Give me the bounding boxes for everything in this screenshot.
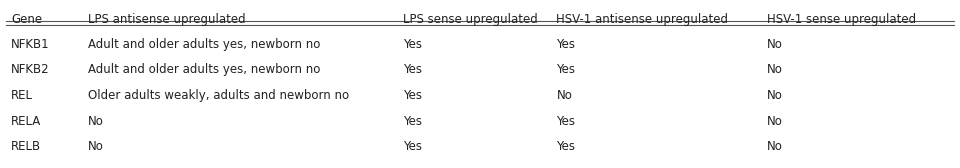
Text: No: No xyxy=(87,140,104,153)
Text: No: No xyxy=(767,115,782,128)
Text: Adult and older adults yes, newborn no: Adult and older adults yes, newborn no xyxy=(87,38,320,51)
Text: No: No xyxy=(87,115,104,128)
Text: No: No xyxy=(767,89,782,102)
Text: HSV-1 antisense upregulated: HSV-1 antisense upregulated xyxy=(557,13,729,26)
Text: No: No xyxy=(557,89,572,102)
Text: Yes: Yes xyxy=(557,63,575,76)
Text: LPS antisense upregulated: LPS antisense upregulated xyxy=(87,13,245,26)
Text: Yes: Yes xyxy=(557,140,575,153)
Text: RELA: RELA xyxy=(11,115,41,128)
Text: Yes: Yes xyxy=(403,63,422,76)
Text: No: No xyxy=(767,63,782,76)
Text: Yes: Yes xyxy=(557,115,575,128)
Text: Older adults weakly, adults and newborn no: Older adults weakly, adults and newborn … xyxy=(87,89,348,102)
Text: NFKB1: NFKB1 xyxy=(11,38,50,51)
Text: No: No xyxy=(767,38,782,51)
Text: Gene: Gene xyxy=(11,13,42,26)
Text: Adult and older adults yes, newborn no: Adult and older adults yes, newborn no xyxy=(87,63,320,76)
Text: RELB: RELB xyxy=(11,140,41,153)
Text: LPS sense upregulated: LPS sense upregulated xyxy=(403,13,538,26)
Text: No: No xyxy=(767,140,782,153)
Text: Yes: Yes xyxy=(403,89,422,102)
Text: Yes: Yes xyxy=(403,140,422,153)
Text: HSV-1 sense upregulated: HSV-1 sense upregulated xyxy=(767,13,916,26)
Text: REL: REL xyxy=(11,89,33,102)
Text: NFKB2: NFKB2 xyxy=(11,63,50,76)
Text: Yes: Yes xyxy=(403,38,422,51)
Text: Yes: Yes xyxy=(557,38,575,51)
Text: Yes: Yes xyxy=(403,115,422,128)
